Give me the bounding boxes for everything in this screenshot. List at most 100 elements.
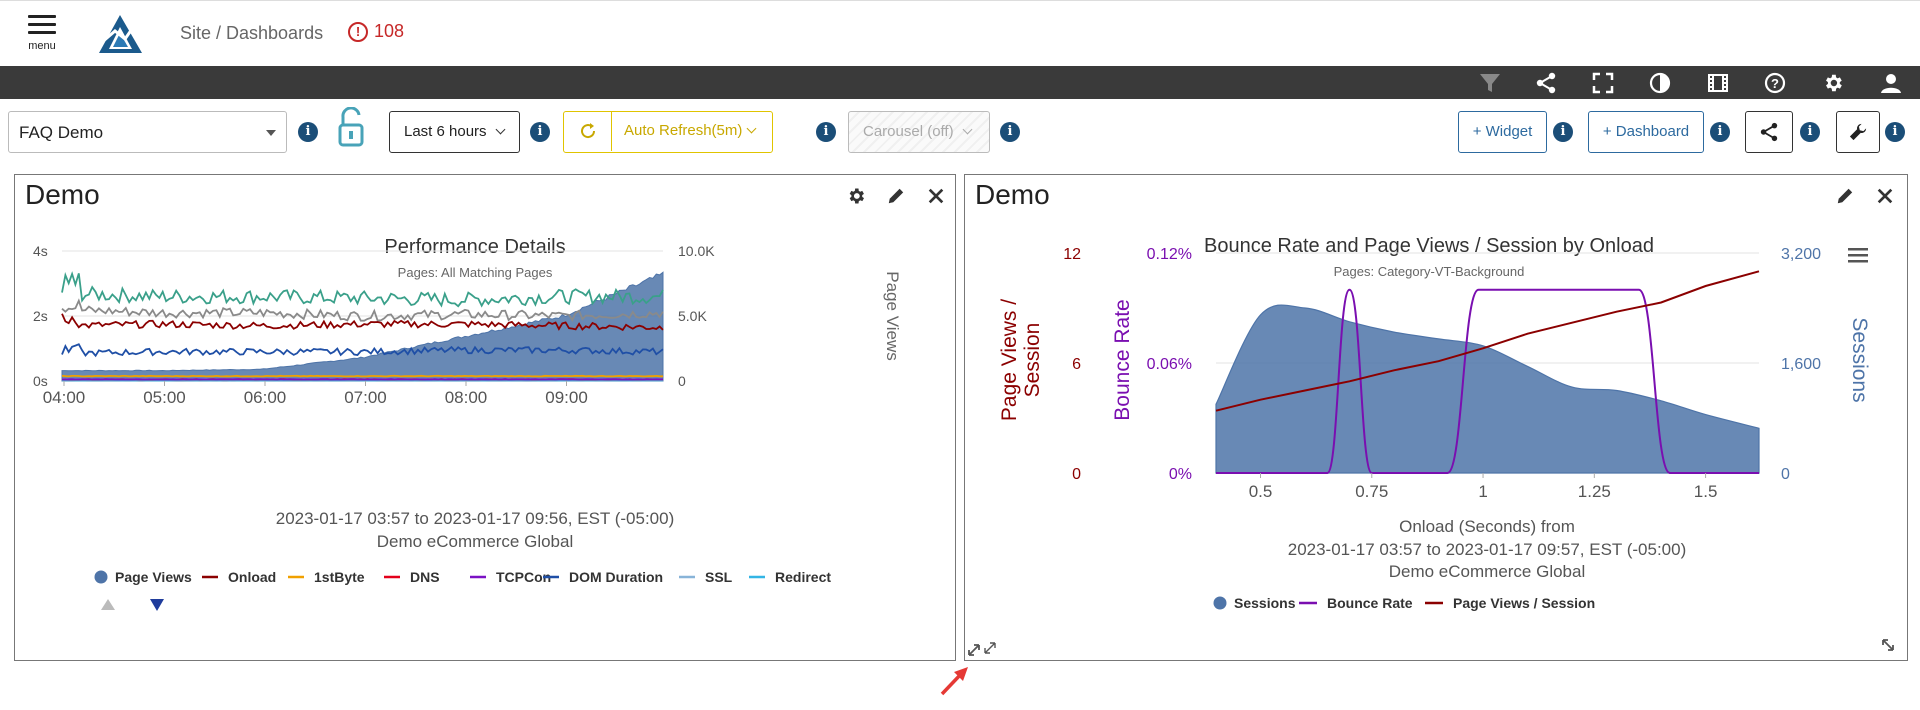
pencil-icon[interactable] — [885, 185, 907, 207]
legend-item[interactable]: DNS — [384, 569, 440, 585]
series-teal-line — [61, 271, 664, 308]
legend-item[interactable]: Onload — [202, 569, 276, 585]
legend-item[interactable]: Page Views — [94, 569, 193, 585]
share-icon — [1760, 122, 1778, 142]
info-icon[interactable]: i — [1710, 122, 1730, 142]
info-icon[interactable]: i — [298, 122, 318, 142]
chart-title: Bounce Rate and Page Views / Session by … — [1204, 235, 1654, 257]
y-right-tick-label: 5.0K — [678, 308, 707, 324]
share-dashboard-button[interactable] — [1745, 111, 1793, 153]
legend-label: Page Views — [115, 569, 192, 585]
legend-nav-down-icon[interactable] — [150, 599, 164, 611]
add-widget-button[interactable]: + Widget — [1458, 111, 1547, 153]
x-tick-label: 04:00 — [43, 388, 86, 407]
y-left-tick-label: 0s — [33, 373, 48, 389]
x-tick-label: 0.75 — [1355, 482, 1388, 501]
series-dom-duration-line — [61, 343, 664, 358]
legend-item[interactable]: Bounce Rate — [1299, 595, 1413, 611]
annotation-arrow-icon — [940, 667, 968, 696]
edit-dashboard-button[interactable] — [1836, 111, 1880, 153]
chart-caption-range: 2023-01-17 03:57 to 2023-01-17 09:57, ES… — [1288, 540, 1687, 559]
widget-panel-performance: Demo Performance Details Pages: All Matc… — [14, 174, 956, 661]
series-onload-line — [61, 313, 664, 332]
legend-nav-up-icon[interactable] — [101, 599, 115, 610]
x-tick-label: 1.5 — [1694, 482, 1718, 501]
filter-icon[interactable] — [1478, 71, 1502, 95]
x-tick-label: 05:00 — [143, 388, 186, 407]
chart-caption-xlabel: Onload (Seconds) from — [1399, 517, 1575, 536]
gear-icon[interactable] — [845, 185, 867, 207]
legend-label: 1stByte — [314, 569, 365, 585]
brand-logo[interactable] — [97, 13, 143, 55]
series-bounce-rate-line — [1215, 288, 1759, 475]
y-right-tick-label: 10.0K — [678, 243, 715, 259]
pencil-icon[interactable] — [1834, 185, 1856, 207]
refresh-icon — [580, 123, 595, 139]
alert-indicator[interactable]: ! 108 — [348, 21, 404, 42]
chart-caption-site: Demo eCommerce Global — [377, 532, 574, 551]
x-tick-label: 07:00 — [344, 388, 387, 407]
add-dashboard-button[interactable]: + Dashboard — [1588, 111, 1704, 153]
help-icon[interactable]: ? — [1763, 71, 1787, 95]
resize-diagonal-icon[interactable] — [1882, 639, 1894, 651]
widget-panel-bounce-rate: Demo Bounce Rate and Page Views / Sessio… — [964, 174, 1908, 661]
user-icon[interactable] — [1879, 71, 1903, 95]
info-icon[interactable]: i — [1553, 122, 1573, 142]
legend-label: Bounce Rate — [1327, 595, 1413, 611]
panel-title: Demo — [975, 179, 1050, 210]
sessions-axis-tick-label: 0 — [1781, 466, 1790, 483]
x-tick-label: 09:00 — [545, 388, 588, 407]
menu-button[interactable]: menu — [22, 11, 62, 61]
chevron-down-icon — [495, 124, 506, 135]
legend-item[interactable]: TCPCon — [470, 569, 551, 585]
sessions-axis-tick-label: 1,600 — [1781, 356, 1821, 373]
y-right-tick-label: 0 — [678, 373, 686, 389]
fullscreen-icon[interactable] — [1591, 71, 1615, 95]
menu-label: menu — [28, 40, 56, 52]
series-page-views-area — [61, 271, 664, 382]
info-icon[interactable]: i — [1800, 122, 1820, 142]
x-tick-label: 06:00 — [244, 388, 287, 407]
share-icon[interactable] — [1534, 71, 1558, 95]
chart-menu-icon[interactable] — [1848, 248, 1868, 263]
legend-item[interactable]: Page Views / Session — [1425, 595, 1595, 611]
chart-caption-site: Demo eCommerce Global — [1389, 562, 1586, 581]
chevron-down-icon — [962, 124, 973, 135]
x-tick-label: 1 — [1478, 482, 1487, 501]
bounce-axis-tick-label: 0% — [1169, 466, 1192, 483]
resize-handle-icon[interactable] — [966, 637, 1004, 659]
info-icon[interactable]: i — [1000, 122, 1020, 142]
time-range-select[interactable]: Last 6 hours — [389, 111, 520, 153]
bounce-axis-tick-label: 0.06% — [1147, 356, 1192, 373]
chart-caption-range: 2023-01-17 03:57 to 2023-01-17 09:56, ES… — [276, 509, 675, 528]
legend-item[interactable]: 1stByte — [288, 569, 365, 585]
unlock-icon[interactable] — [337, 107, 365, 149]
legend-item[interactable]: DOM Duration — [543, 569, 663, 585]
info-icon[interactable]: i — [1885, 122, 1905, 142]
chart-subtitle: Pages: Category-VT-Background — [1334, 264, 1525, 279]
chart-legend: Page Views Onload 1stByte DNS TCPCon DOM Dura… — [94, 569, 831, 585]
chart-legend: Sessions Bounce Rate Page Views / Session — [1213, 595, 1595, 611]
slideshow-icon[interactable] — [1706, 71, 1730, 95]
legend-label: Redirect — [775, 569, 831, 585]
auto-refresh-dropdown[interactable]: Auto Refresh(5m) — [624, 122, 757, 139]
time-range-value: Last 6 hours — [404, 123, 487, 140]
refresh-button[interactable] — [564, 112, 612, 151]
x-tick-label: 1.25 — [1578, 482, 1611, 501]
close-icon[interactable] — [1874, 185, 1896, 207]
info-icon[interactable]: i — [816, 122, 836, 142]
series-pv-session-line — [1215, 270, 1760, 412]
close-icon[interactable] — [925, 185, 947, 207]
top-toolbar: ? — [0, 66, 1920, 99]
bounce-axis-tick-label: 0.12% — [1147, 246, 1192, 263]
dashboard-select[interactable]: FAQ Demo — [8, 111, 287, 153]
breadcrumb[interactable]: Site / Dashboards — [180, 23, 324, 43]
legend-item[interactable]: Sessions — [1213, 595, 1296, 611]
info-icon[interactable]: i — [530, 122, 550, 142]
contrast-icon[interactable] — [1648, 71, 1672, 95]
settings-icon[interactable] — [1821, 71, 1845, 95]
pv-axis-label-line2: Session — [1021, 323, 1044, 398]
carousel-select[interactable]: Carousel (off) — [848, 111, 990, 153]
legend-item[interactable]: Redirect — [749, 569, 831, 585]
legend-item[interactable]: SSL — [679, 569, 733, 585]
